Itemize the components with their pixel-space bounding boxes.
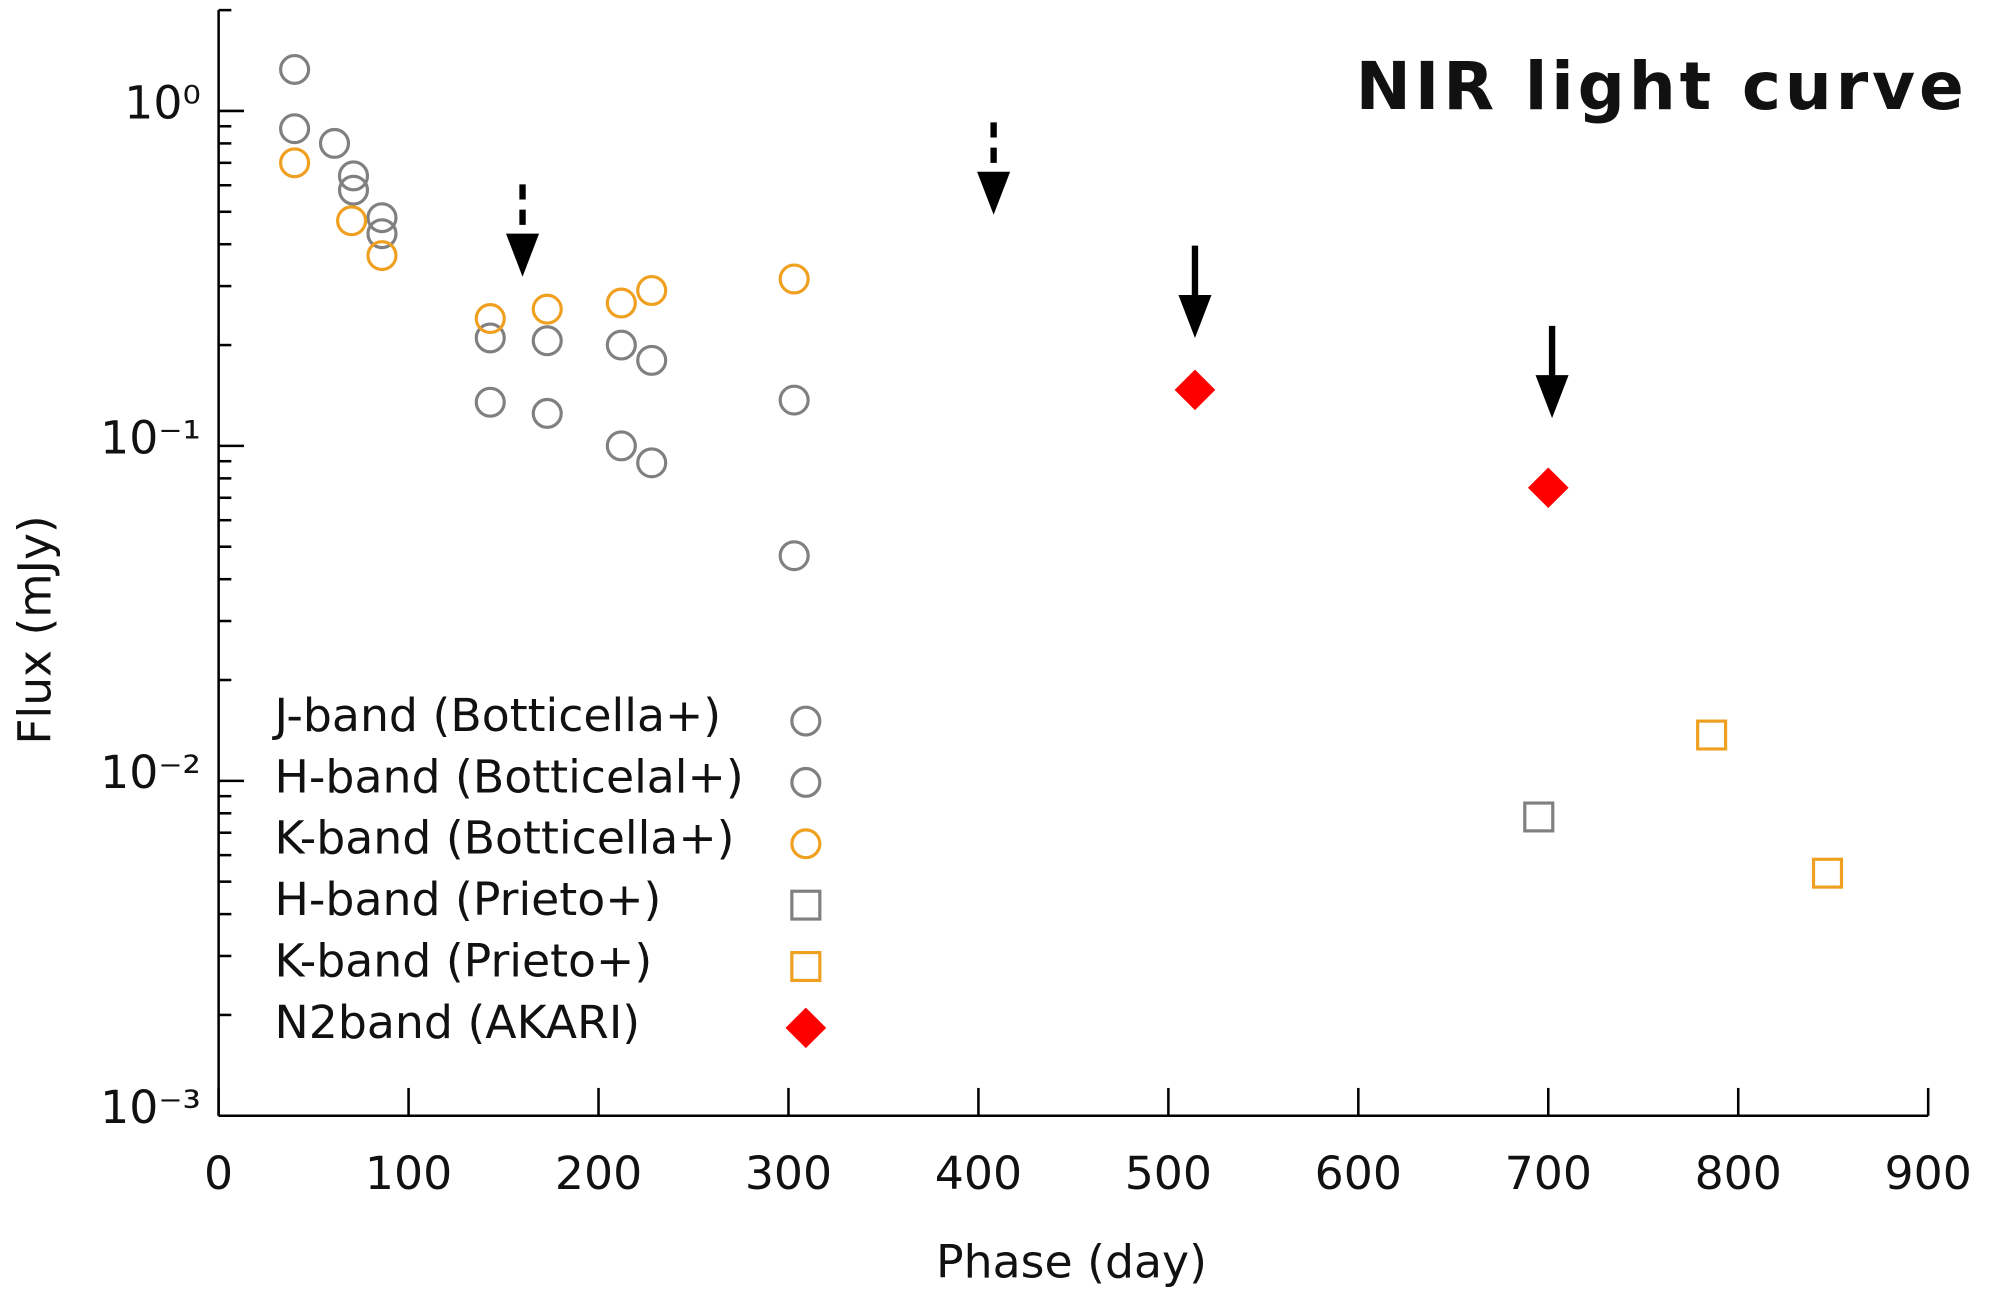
y-tick-label: 10⁻³ [100, 1081, 201, 1134]
legend-label: J-band (Botticella+) [272, 689, 722, 742]
data-point [778, 540, 810, 572]
y-tick-label: 10⁻¹ [100, 411, 201, 464]
legend-label: K-band (Prieto+) [275, 935, 653, 988]
x-axis-label: Phase (day) [936, 1236, 1207, 1289]
data-point [531, 293, 563, 325]
x-tick-label: 400 [935, 1147, 1022, 1200]
data-point [605, 329, 637, 361]
legend-label: K-band (Botticella+) [275, 812, 735, 865]
data-point [1527, 467, 1569, 508]
data-point [778, 384, 810, 416]
data-point [605, 430, 637, 462]
data-point [605, 287, 637, 319]
data-point [778, 263, 810, 295]
legend-marker [785, 1007, 827, 1049]
x-tick-label: 600 [1315, 1147, 1402, 1200]
data-point [366, 240, 398, 272]
data-point [366, 202, 398, 234]
data-point [474, 303, 506, 335]
y-axis-label: Flux (mJy) [9, 515, 62, 744]
data-point [1811, 857, 1844, 889]
data-point [474, 386, 506, 418]
upper-limit-arrow [506, 184, 540, 277]
data-point [1523, 801, 1555, 833]
arrow-head [977, 171, 1011, 215]
data-point [636, 447, 668, 479]
x-tick-label: 900 [1885, 1147, 1972, 1200]
data-point [474, 322, 506, 354]
x-tick-label: 100 [365, 1147, 452, 1200]
data-point [279, 147, 311, 179]
arrow-head [506, 233, 540, 277]
y-tick-label: 10⁻² [100, 746, 201, 799]
data-point [336, 205, 368, 237]
x-tick-label: 200 [555, 1147, 642, 1200]
x-tick-label: 0 [204, 1147, 233, 1200]
arrow-head [1178, 294, 1212, 338]
y-tick-label: 10⁰ [124, 76, 201, 129]
legend-marker [790, 766, 822, 798]
data-point [636, 344, 668, 376]
data-point [531, 325, 563, 357]
data-point [366, 218, 398, 250]
upper-limit-arrow [977, 122, 1011, 215]
data-point [1174, 369, 1216, 411]
x-tick-label: 300 [745, 1147, 832, 1200]
upper-limit-arrow [1535, 325, 1569, 419]
legend-marker [790, 828, 822, 860]
legend-marker [790, 889, 822, 921]
x-tick-label: 700 [1505, 1147, 1592, 1200]
x-tick-label: 500 [1125, 1147, 1212, 1200]
data-point [279, 53, 311, 85]
data-point [337, 160, 370, 192]
data-point [636, 275, 668, 307]
upper-limit-arrow [1178, 245, 1212, 338]
chart-title: NIR light curve [1356, 48, 1968, 125]
data-point [531, 397, 563, 429]
data-point [337, 174, 370, 206]
legend-marker [790, 705, 822, 737]
legend-marker [790, 951, 822, 982]
arrow-head [1535, 375, 1569, 419]
x-tick-label: 800 [1695, 1147, 1782, 1200]
data-point [1696, 719, 1728, 751]
data-point [279, 113, 311, 145]
data-point [318, 127, 351, 159]
legend-label: N2band (AKARI) [275, 996, 641, 1049]
legend-label: H-band (Prieto+) [275, 873, 662, 926]
legend-label: H-band (Botticelal+) [275, 750, 744, 803]
